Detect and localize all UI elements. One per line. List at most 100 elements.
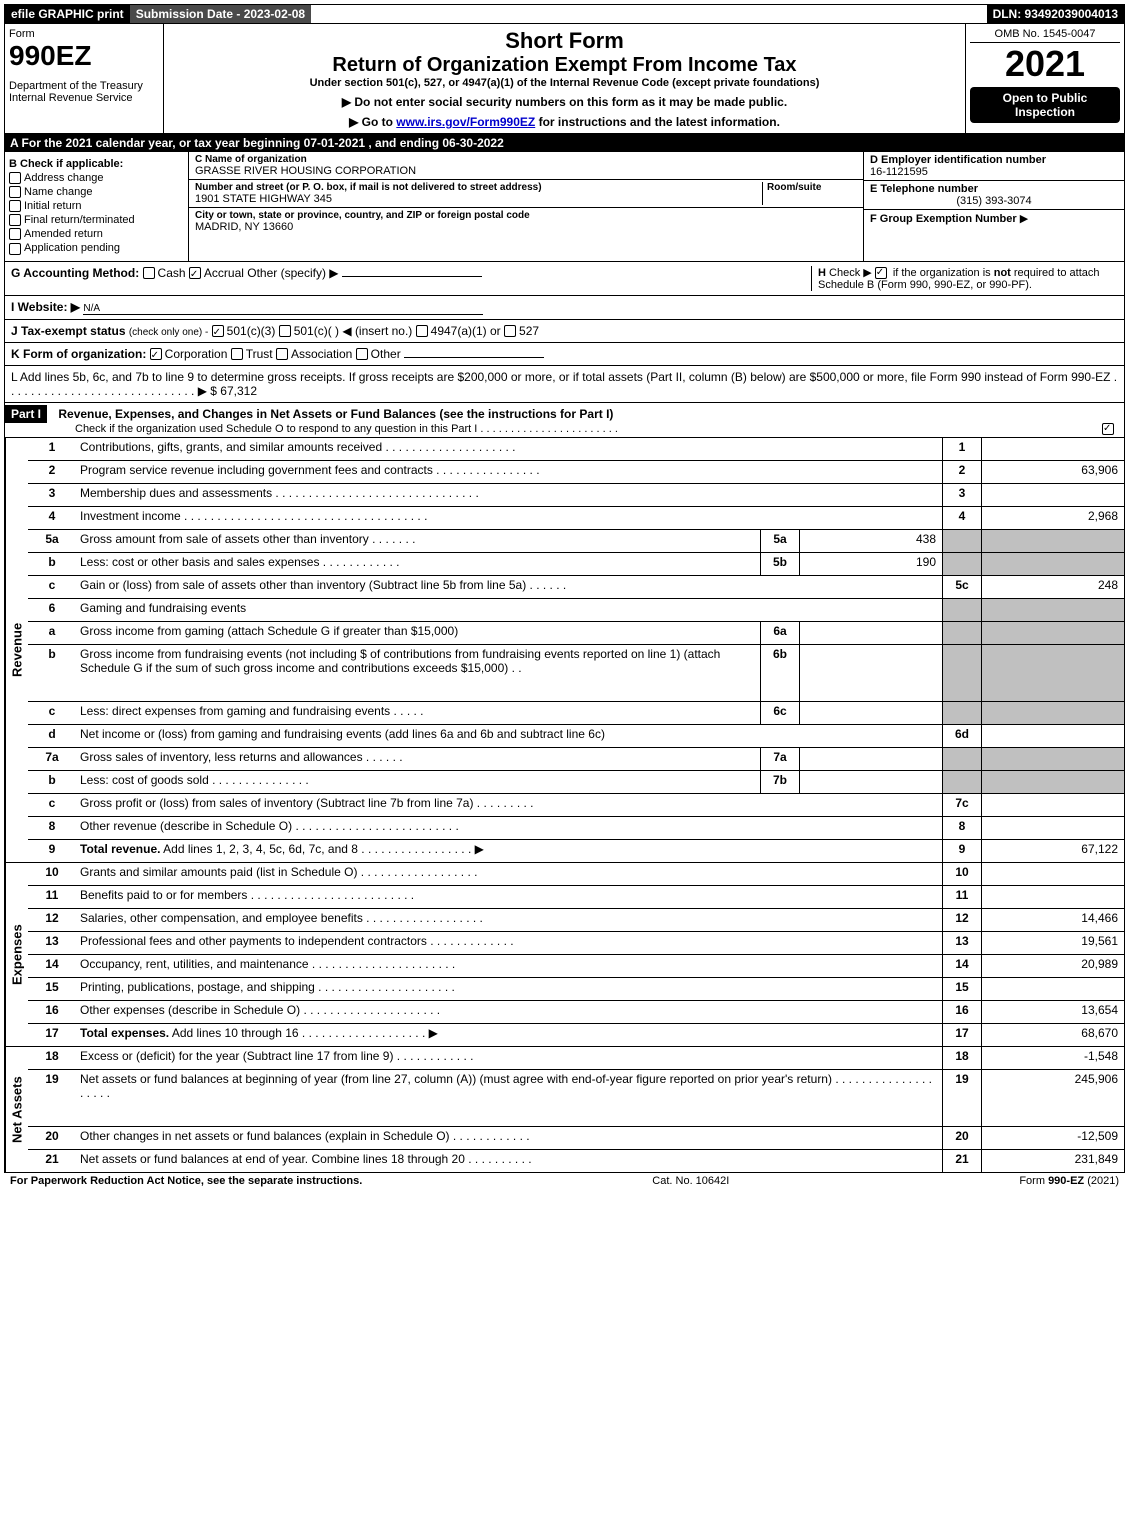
cat-no: Cat. No. 10642I — [652, 1175, 729, 1187]
line-number: a — [28, 622, 76, 644]
line-value: 67,122 — [981, 840, 1124, 862]
table-row: 1Contributions, gifts, grants, and simil… — [28, 438, 1124, 460]
sub-line-value — [799, 771, 942, 793]
efile-label[interactable]: efile GRAPHIC print — [5, 5, 130, 23]
g-other-blank[interactable] — [342, 276, 482, 277]
cb-501c3[interactable] — [212, 325, 224, 337]
k-other-blank[interactable] — [404, 357, 544, 358]
line-box-shaded — [942, 622, 981, 644]
cb-cash[interactable] — [143, 267, 155, 279]
section-def: D Employer identification number 16-1121… — [864, 152, 1124, 261]
line-value: 248 — [981, 576, 1124, 598]
short-form-title: Short Form — [168, 28, 961, 54]
line-description: Less: cost or other basis and sales expe… — [76, 553, 760, 575]
table-row: 16Other expenses (describe in Schedule O… — [28, 1000, 1124, 1023]
revenue-lines: 1Contributions, gifts, grants, and simil… — [28, 438, 1124, 862]
table-row: 11Benefits paid to or for members . . . … — [28, 885, 1124, 908]
table-row: 15Printing, publications, postage, and s… — [28, 977, 1124, 1000]
f-label: F Group Exemption Number — [870, 213, 1017, 225]
j-label: J Tax-exempt status — [11, 324, 126, 338]
cb-pending[interactable]: Application pending — [9, 242, 184, 254]
cb-final[interactable]: Final return/terminated — [9, 214, 184, 226]
under-section: Under section 501(c), 527, or 4947(a)(1)… — [168, 77, 961, 89]
sub-line-value: 190 — [799, 553, 942, 575]
line-box: 5c — [942, 576, 981, 598]
table-row: dNet income or (loss) from gaming and fu… — [28, 724, 1124, 747]
line-description: Grants and similar amounts paid (list in… — [76, 863, 942, 885]
line-value: 68,670 — [981, 1024, 1124, 1046]
phone-row: E Telephone number (315) 393-3074 — [864, 181, 1124, 210]
line-value: 13,654 — [981, 1001, 1124, 1023]
cb-amended[interactable]: Amended return — [9, 228, 184, 240]
sub-line-box: 5a — [760, 530, 799, 552]
section-k: K Form of organization: Corporation Trus… — [4, 343, 1125, 366]
section-l: L Add lines 5b, 6c, and 7b to line 9 to … — [4, 366, 1125, 403]
line-box-shaded — [942, 771, 981, 793]
line-number: 4 — [28, 507, 76, 529]
table-row: bLess: cost of goods sold . . . . . . . … — [28, 770, 1124, 793]
city-value: MADRID, NY 13660 — [195, 221, 857, 233]
line-value-shaded — [981, 645, 1124, 701]
table-row: 14Occupancy, rent, utilities, and mainte… — [28, 954, 1124, 977]
room-label: Room/suite — [767, 182, 857, 193]
line-number: c — [28, 702, 76, 724]
cb-501c[interactable] — [279, 325, 291, 337]
line-box: 13 — [942, 932, 981, 954]
cb-address[interactable]: Address change — [9, 172, 184, 184]
street-label: Number and street (or P. O. box, if mail… — [195, 182, 762, 193]
table-row: 18Excess or (deficit) for the year (Subt… — [28, 1047, 1124, 1069]
sub-line-value — [799, 622, 942, 644]
header-right: OMB No. 1545-0047 2021 Open to Public In… — [965, 24, 1124, 133]
g-label: G Accounting Method: — [11, 266, 139, 280]
cb-sched-o[interactable] — [1102, 423, 1114, 435]
l-text: L Add lines 5b, 6c, and 7b to line 9 to … — [11, 370, 1117, 398]
line-value-shaded — [981, 530, 1124, 552]
line-box: 17 — [942, 1024, 981, 1046]
line-number: 11 — [28, 886, 76, 908]
line-box: 1 — [942, 438, 981, 460]
table-row: 19Net assets or fund balances at beginni… — [28, 1069, 1124, 1126]
dept-label: Department of the Treasury Internal Reve… — [9, 80, 159, 104]
line-number: 14 — [28, 955, 76, 977]
i-label: I Website: ▶ — [11, 300, 80, 314]
irs-link[interactable]: www.irs.gov/Form990EZ — [396, 115, 535, 129]
line-box: 6d — [942, 725, 981, 747]
table-row: 13Professional fees and other payments t… — [28, 931, 1124, 954]
line-value: 20,989 — [981, 955, 1124, 977]
line-box: 7c — [942, 794, 981, 816]
ein-row: D Employer identification number 16-1121… — [864, 152, 1124, 181]
line-number: 9 — [28, 840, 76, 862]
sub-line-box: 6a — [760, 622, 799, 644]
street-value: 1901 STATE HIGHWAY 345 — [195, 193, 762, 205]
cb-other-org[interactable] — [356, 348, 368, 360]
sub-line-box: 6c — [760, 702, 799, 724]
expenses-tab: Expenses — [5, 863, 28, 1046]
cb-initial[interactable]: Initial return — [9, 200, 184, 212]
org-name-row: C Name of organization GRASSE RIVER HOUS… — [189, 152, 863, 180]
line-description: Gross sales of inventory, less returns a… — [76, 748, 760, 770]
cb-trust[interactable] — [231, 348, 243, 360]
line-box: 4 — [942, 507, 981, 529]
cb-527[interactable] — [504, 325, 516, 337]
cb-sched-b[interactable] — [875, 267, 887, 279]
line-number: 5a — [28, 530, 76, 552]
line-value-shaded — [981, 599, 1124, 621]
line-number: 1 — [28, 438, 76, 460]
cb-4947[interactable] — [416, 325, 428, 337]
line-number: 7a — [28, 748, 76, 770]
cb-accrual[interactable] — [189, 267, 201, 279]
cb-assoc[interactable] — [276, 348, 288, 360]
omb-number: OMB No. 1545-0047 — [970, 28, 1120, 43]
sub-line-value — [799, 702, 942, 724]
submission-date: Submission Date - 2023-02-08 — [130, 5, 311, 23]
cb-name[interactable]: Name change — [9, 186, 184, 198]
line-number: 3 — [28, 484, 76, 506]
line-description: Contributions, gifts, grants, and simila… — [76, 438, 942, 460]
line-value: 19,561 — [981, 932, 1124, 954]
table-row: 21Net assets or fund balances at end of … — [28, 1149, 1124, 1172]
cb-corp[interactable] — [150, 348, 162, 360]
part1-title: Revenue, Expenses, and Changes in Net As… — [50, 407, 613, 421]
header-center: Short Form Return of Organization Exempt… — [164, 24, 965, 133]
line-description: Other revenue (describe in Schedule O) .… — [76, 817, 942, 839]
line-description: Membership dues and assessments . . . . … — [76, 484, 942, 506]
